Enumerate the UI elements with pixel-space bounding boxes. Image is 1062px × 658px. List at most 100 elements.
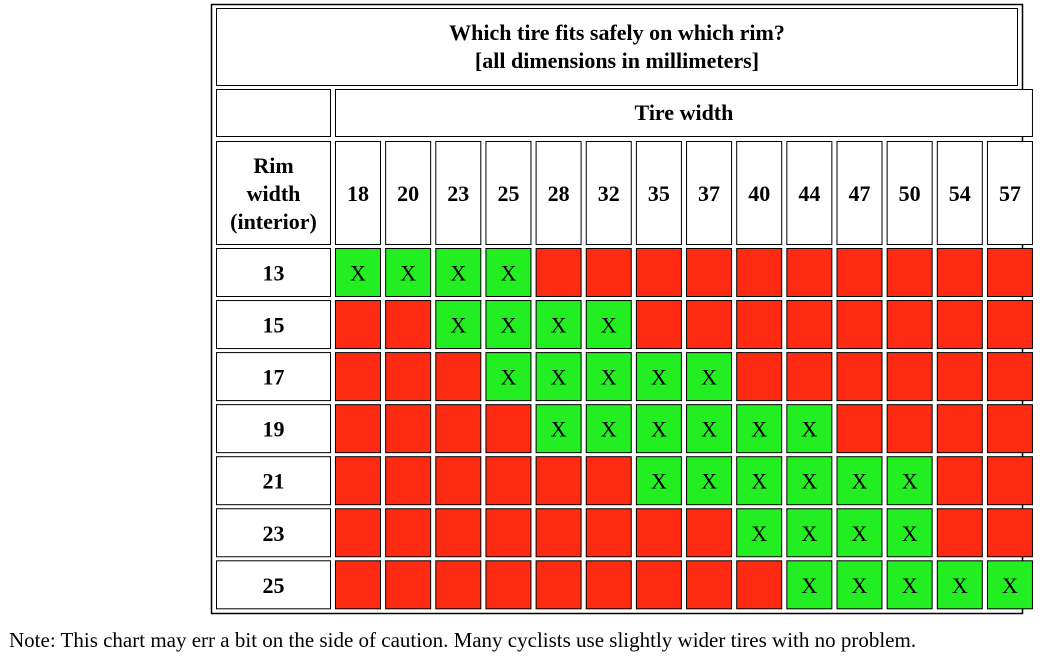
tire-width-col-cell bbox=[585, 141, 632, 245]
no-fit-cell bbox=[535, 248, 582, 297]
no-fit-cell bbox=[585, 248, 632, 297]
no-fit-cell bbox=[485, 456, 532, 506]
no-fit-cell bbox=[886, 404, 933, 454]
rim-width-label: 17 bbox=[263, 365, 285, 390]
fit-cell bbox=[585, 352, 632, 402]
no-fit-cell bbox=[686, 300, 733, 350]
fit-mark: X bbox=[801, 417, 817, 442]
fit-cell bbox=[986, 560, 1033, 610]
tire-width-label: 20 bbox=[397, 181, 419, 206]
no-fit-cell bbox=[485, 560, 532, 610]
fit-mark: X bbox=[651, 417, 667, 442]
fit-mark: X bbox=[601, 365, 617, 390]
tire-width-label: 44 bbox=[798, 181, 820, 206]
fit-mark: X bbox=[651, 365, 667, 390]
fit-mark: X bbox=[701, 417, 717, 442]
tire-width-col-cell bbox=[886, 141, 933, 245]
fit-cell bbox=[335, 248, 381, 297]
fit-cell bbox=[936, 560, 983, 610]
no-fit-cell bbox=[836, 404, 883, 454]
fit-mark: X bbox=[852, 469, 868, 494]
no-fit-cell bbox=[886, 352, 933, 402]
tire-width-col-cell bbox=[786, 141, 833, 245]
no-fit-cell bbox=[886, 300, 933, 350]
fit-cell bbox=[635, 404, 682, 454]
rim-width-label: 21 bbox=[263, 469, 285, 494]
fit-cell bbox=[485, 248, 532, 297]
fit-mark: X bbox=[450, 261, 466, 286]
fit-cell bbox=[886, 456, 933, 506]
fit-mark: X bbox=[400, 261, 416, 286]
no-fit-cell bbox=[485, 508, 532, 558]
fit-mark: X bbox=[551, 313, 567, 338]
no-fit-cell bbox=[635, 300, 682, 350]
no-fit-cell bbox=[986, 352, 1033, 402]
fit-mark: X bbox=[501, 261, 517, 286]
fit-mark: X bbox=[852, 521, 868, 546]
no-fit-cell bbox=[385, 456, 432, 506]
tire-width-col-cell bbox=[986, 141, 1033, 245]
no-fit-cell bbox=[936, 248, 983, 297]
no-fit-cell bbox=[385, 508, 432, 558]
rim-width-row-cell bbox=[216, 508, 331, 558]
fit-mark: X bbox=[701, 365, 717, 390]
no-fit-cell bbox=[936, 352, 983, 402]
tire-width-col-cell bbox=[385, 141, 432, 245]
fit-mark: X bbox=[551, 365, 567, 390]
no-fit-cell bbox=[786, 248, 833, 297]
no-fit-cell bbox=[485, 404, 532, 454]
no-fit-cell bbox=[385, 300, 432, 350]
no-fit-cell bbox=[936, 508, 983, 558]
rim-width-label: 19 bbox=[263, 417, 285, 442]
tire-width-col-cell bbox=[736, 141, 783, 245]
fit-mark: X bbox=[852, 573, 868, 598]
no-fit-cell bbox=[986, 248, 1033, 297]
rim-width-row-cell bbox=[216, 456, 331, 506]
tire-width-header: Tire width bbox=[635, 100, 734, 125]
fit-cell bbox=[886, 560, 933, 610]
fit-grid: 13 X X X X 15 X X X X 17 X X X X X 19 X X X X X X 21 X X X X X X 23 X X X… bbox=[216, 248, 1033, 610]
tire-width-col-cell bbox=[686, 141, 733, 245]
no-fit-cell bbox=[335, 352, 381, 402]
title-box bbox=[216, 8, 1018, 86]
tire-width-label: 57 bbox=[999, 181, 1021, 206]
fit-cell bbox=[836, 508, 883, 558]
no-fit-cell bbox=[635, 560, 682, 610]
no-fit-cell bbox=[535, 508, 582, 558]
rim-width-header-line: Rim bbox=[253, 153, 293, 178]
tire-width-label: 23 bbox=[447, 181, 469, 206]
no-fit-cell bbox=[736, 352, 783, 402]
fit-mark: X bbox=[751, 521, 767, 546]
tire-width-col-cell bbox=[335, 141, 381, 245]
no-fit-cell bbox=[435, 404, 482, 454]
no-fit-cell bbox=[786, 352, 833, 402]
fit-mark: X bbox=[601, 313, 617, 338]
tire-width-label: 37 bbox=[698, 181, 720, 206]
tire-width-label: 25 bbox=[497, 181, 519, 206]
no-fit-cell bbox=[836, 248, 883, 297]
fit-cell bbox=[786, 404, 833, 454]
fit-cell bbox=[686, 352, 733, 402]
fit-mark: X bbox=[350, 261, 366, 286]
fit-cell bbox=[786, 560, 833, 610]
fit-cell bbox=[585, 300, 632, 350]
chart-subtitle: [all dimensions in millimeters] bbox=[475, 48, 759, 73]
fit-cell bbox=[686, 404, 733, 454]
fit-cell bbox=[886, 508, 933, 558]
tire-width-col-cell bbox=[535, 141, 582, 245]
no-fit-cell bbox=[435, 560, 482, 610]
rim-width-header-line: (interior) bbox=[230, 209, 317, 234]
fit-cell bbox=[686, 456, 733, 506]
no-fit-cell bbox=[385, 404, 432, 454]
fit-cell bbox=[836, 560, 883, 610]
fit-cell bbox=[535, 352, 582, 402]
fit-mark: X bbox=[450, 313, 466, 338]
fit-cell bbox=[435, 248, 482, 297]
tire-width-label: 54 bbox=[949, 181, 971, 206]
no-fit-cell bbox=[635, 508, 682, 558]
fit-cell bbox=[535, 300, 582, 350]
rim-width-label: 15 bbox=[263, 313, 285, 338]
fit-mark: X bbox=[501, 313, 517, 338]
tire-width-label: 28 bbox=[548, 181, 570, 206]
no-fit-cell bbox=[986, 508, 1033, 558]
